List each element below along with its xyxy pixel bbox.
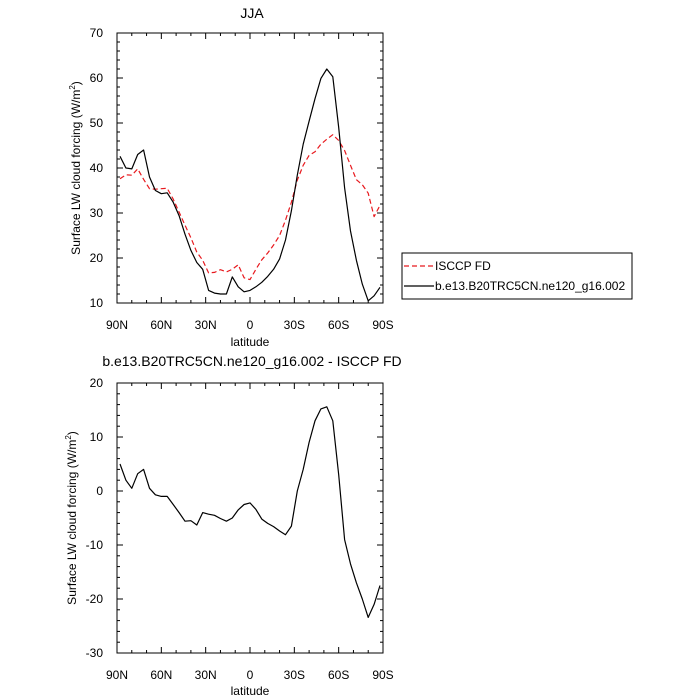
panel-top-series: [119, 68, 381, 302]
panel-bottom-title: b.e13.B20TRC5CN.ne120_g16.002 - ISCCP FD: [102, 353, 401, 369]
panel-bottom-y-tick-label: 10: [90, 430, 104, 444]
panel-top-x-tick-label: 90S: [372, 318, 393, 332]
panel-top-x-tick-label: 60N: [150, 318, 172, 332]
panel-top-y-tick-label: 70: [90, 26, 104, 40]
panel-top-y-axis-label-close: ): [69, 81, 83, 85]
panel-bottom-y-tick-label: -10: [86, 538, 104, 552]
panel-bottom-series-line-0: [119, 406, 381, 619]
panel-bottom-y-ticks: -30 -20 -10 0 10 20: [86, 376, 383, 660]
panel-top-x-axis-label: latitude: [231, 335, 270, 349]
panel-bottom-x-tick-label: 60N: [150, 668, 172, 682]
panel-bottom-x-tick-label: 60S: [328, 668, 349, 682]
panel-top-series-line-1: [119, 68, 381, 302]
panel-top-y-tick-label: 10: [90, 296, 104, 310]
panel-top-x-ticks: 90N 60N 30N 0 30S 60S 90S: [106, 33, 394, 332]
panel-bottom-x-axis-label: latitude: [231, 684, 270, 698]
panel-top-y-axis-label-sup: 2: [68, 85, 77, 90]
panel-bottom-x-tick-label: 0: [247, 668, 254, 682]
panel-bottom-y-tick-label: -20: [86, 592, 104, 606]
panel-top-x-tick-label: 90N: [106, 318, 128, 332]
panel-bottom-y-axis-label-close: ): [65, 431, 79, 435]
panel-top: JJA 10 20 30 40 50 60 70 90N 60N 30N 0 30S 60S 90S l…: [68, 5, 394, 349]
panel-bottom-y-tick-label: 0: [96, 484, 103, 498]
panel-top-y-tick-label: 30: [90, 206, 104, 220]
panel-top-y-axis-label-main: Surface LW cloud forcing (W/m: [69, 90, 83, 255]
panel-bottom-x-ticks: 90N 60N 30N 0 30S 60S 90S: [106, 383, 394, 682]
panel-bottom-x-tick-label: 90S: [372, 668, 393, 682]
panel-bottom-x-tick-label: 90N: [106, 668, 128, 682]
panel-top-y-ticks: 10 20 30 40 50 60 70: [90, 26, 383, 310]
panel-bottom-series: [119, 406, 381, 619]
panel-top-y-tick-label: 50: [90, 116, 104, 130]
panel-bottom-y-tick-label: -30: [86, 646, 104, 660]
panel-bottom: b.e13.B20TRC5CN.ne120_g16.002 - ISCCP FD…: [64, 353, 402, 698]
panel-top-y-tick-label: 60: [90, 71, 104, 85]
panel-top-y-axis-label: Surface LW cloud forcing (W/m2): [68, 81, 83, 255]
panel-bottom-y-tick-label: 20: [90, 376, 104, 390]
panel-bottom-y-axis-label-main: Surface LW cloud forcing (W/m: [65, 440, 79, 605]
legend: ISCCP FD b.e13.B20TRC5CN.ne120_g16.002: [401, 252, 633, 300]
panel-top-x-tick-label: 60S: [328, 318, 349, 332]
panel-top-x-tick-label: 0: [247, 318, 254, 332]
panel-bottom-y-axis-label-sup: 2: [64, 435, 73, 440]
panel-top-title: JJA: [240, 5, 264, 21]
legend-label-isccp: ISCCP FD: [435, 259, 491, 273]
panel-bottom-x-tick-label: 30N: [195, 668, 217, 682]
panel-top-y-tick-label: 20: [90, 251, 104, 265]
panel-top-series-line-0: [119, 134, 381, 281]
panel-top-x-tick-label: 30N: [195, 318, 217, 332]
panel-top-y-tick-label: 40: [90, 161, 104, 175]
panel-bottom-y-axis-label: Surface LW cloud forcing (W/m2): [64, 431, 79, 605]
legend-box: [401, 252, 633, 300]
panel-top-x-tick-label: 30S: [284, 318, 305, 332]
legend-label-model: b.e13.B20TRC5CN.ne120_g16.002: [435, 279, 625, 293]
panel-bottom-x-tick-label: 30S: [284, 668, 305, 682]
